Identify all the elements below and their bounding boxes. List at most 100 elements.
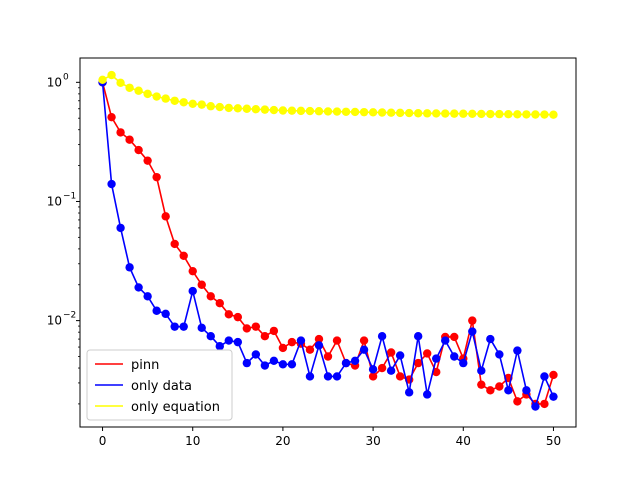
data-point-only-equation xyxy=(450,109,459,118)
data-point-only-data xyxy=(486,334,495,344)
data-point-only-data xyxy=(116,223,125,233)
data-point-only-equation xyxy=(215,102,224,112)
data-point-pinn xyxy=(161,212,170,221)
data-point-only-equation xyxy=(170,96,179,105)
x-axis-ticks: 0 10 20 30 40 50 xyxy=(99,427,561,448)
data-point-only-data xyxy=(513,346,522,355)
data-point-pinn xyxy=(368,372,378,381)
data-point-only-equation xyxy=(125,83,134,92)
data-point-pinn xyxy=(179,251,188,260)
data-point-only-equation xyxy=(441,109,450,118)
data-point-pinn xyxy=(260,332,270,341)
data-point-pinn xyxy=(386,348,396,357)
data-point-only-equation xyxy=(134,86,143,95)
data-point-only-data xyxy=(197,323,206,333)
x-tick-label: 10 xyxy=(185,434,200,448)
data-point-only-data xyxy=(323,372,333,381)
data-point-only-equation xyxy=(179,98,188,107)
data-point-only-equation xyxy=(305,106,315,116)
data-point-only-data xyxy=(386,366,396,375)
data-point-only-data xyxy=(450,352,459,361)
data-point-only-data xyxy=(314,341,324,350)
data-point-pinn xyxy=(188,266,197,276)
data-point-pinn xyxy=(206,292,215,301)
data-point-only-data xyxy=(341,358,351,368)
x-tick-label: 20 xyxy=(275,434,290,448)
data-point-pinn xyxy=(152,172,161,182)
data-point-only-equation xyxy=(423,109,432,118)
data-point-only-data xyxy=(350,356,360,366)
data-point-only-data xyxy=(125,263,134,272)
data-point-only-data xyxy=(395,351,405,360)
data-point-only-data xyxy=(206,332,215,341)
data-point-pinn xyxy=(395,372,405,381)
data-point-only-equation xyxy=(504,110,513,119)
data-point-only-equation xyxy=(350,107,360,117)
data-point-only-equation xyxy=(143,89,152,99)
data-point-pinn xyxy=(287,337,297,347)
data-point-pinn xyxy=(134,145,143,155)
data-point-only-equation xyxy=(513,110,522,119)
data-point-pinn xyxy=(477,380,486,389)
data-point-only-data xyxy=(305,372,315,381)
data-point-only-equation xyxy=(224,103,233,113)
plot-frame xyxy=(79,57,577,428)
data-point-pinn xyxy=(359,336,369,345)
y-tick-exponent: −2 xyxy=(63,311,76,321)
series-only-equation xyxy=(98,70,558,119)
data-point-pinn xyxy=(116,128,125,137)
data-point-only-data xyxy=(359,345,369,354)
data-point-only-equation xyxy=(287,106,297,115)
data-point-only-equation xyxy=(341,107,351,116)
data-point-only-equation xyxy=(468,109,477,119)
series-layer xyxy=(98,70,558,411)
data-point-only-equation xyxy=(432,109,441,118)
data-point-only-equation xyxy=(486,109,495,119)
data-point-only-data xyxy=(423,390,432,399)
data-point-only-equation xyxy=(116,78,125,88)
x-tick-label: 50 xyxy=(546,434,561,448)
data-point-pinn xyxy=(377,363,387,373)
data-point-pinn xyxy=(215,299,224,308)
legend-label: only equation xyxy=(131,400,220,415)
data-point-only-equation xyxy=(413,109,423,118)
data-point-only-data xyxy=(432,354,441,363)
data-point-only-data xyxy=(332,372,342,381)
data-point-only-data xyxy=(413,332,423,341)
data-point-only-data xyxy=(287,360,297,369)
data-point-only-data xyxy=(179,322,188,331)
data-point-only-data xyxy=(242,358,252,368)
data-point-only-equation xyxy=(377,108,387,117)
data-point-only-data xyxy=(468,327,477,336)
data-point-pinn xyxy=(468,316,477,325)
data-point-only-equation xyxy=(495,109,504,119)
data-point-only-equation xyxy=(278,106,288,115)
data-point-only-data xyxy=(531,402,540,411)
data-point-pinn xyxy=(495,382,504,391)
data-point-only-data xyxy=(495,350,504,359)
y-tick-label: 10 xyxy=(47,194,62,208)
data-point-pinn xyxy=(540,399,549,409)
data-point-only-equation xyxy=(531,110,540,119)
y-tick-exponent: −1 xyxy=(63,191,76,201)
data-point-only-equation xyxy=(269,105,279,115)
data-point-only-equation xyxy=(98,75,107,84)
data-point-only-data xyxy=(251,350,261,359)
data-point-pinn xyxy=(513,397,522,406)
data-point-only-equation xyxy=(152,92,161,101)
data-point-only-equation xyxy=(549,110,558,119)
data-point-only-data xyxy=(260,361,270,370)
data-point-only-equation xyxy=(332,107,342,116)
data-point-only-equation xyxy=(296,106,306,116)
legend-label: only data xyxy=(131,379,192,394)
data-point-pinn xyxy=(450,332,459,342)
x-tick-label: 0 xyxy=(99,434,107,448)
data-point-only-equation xyxy=(233,104,243,113)
data-point-only-data xyxy=(278,360,288,369)
data-point-only-data xyxy=(215,342,224,351)
data-point-pinn xyxy=(224,310,233,319)
data-point-only-equation xyxy=(522,110,531,119)
data-point-only-data xyxy=(170,322,179,331)
x-tick-label: 30 xyxy=(365,434,380,448)
